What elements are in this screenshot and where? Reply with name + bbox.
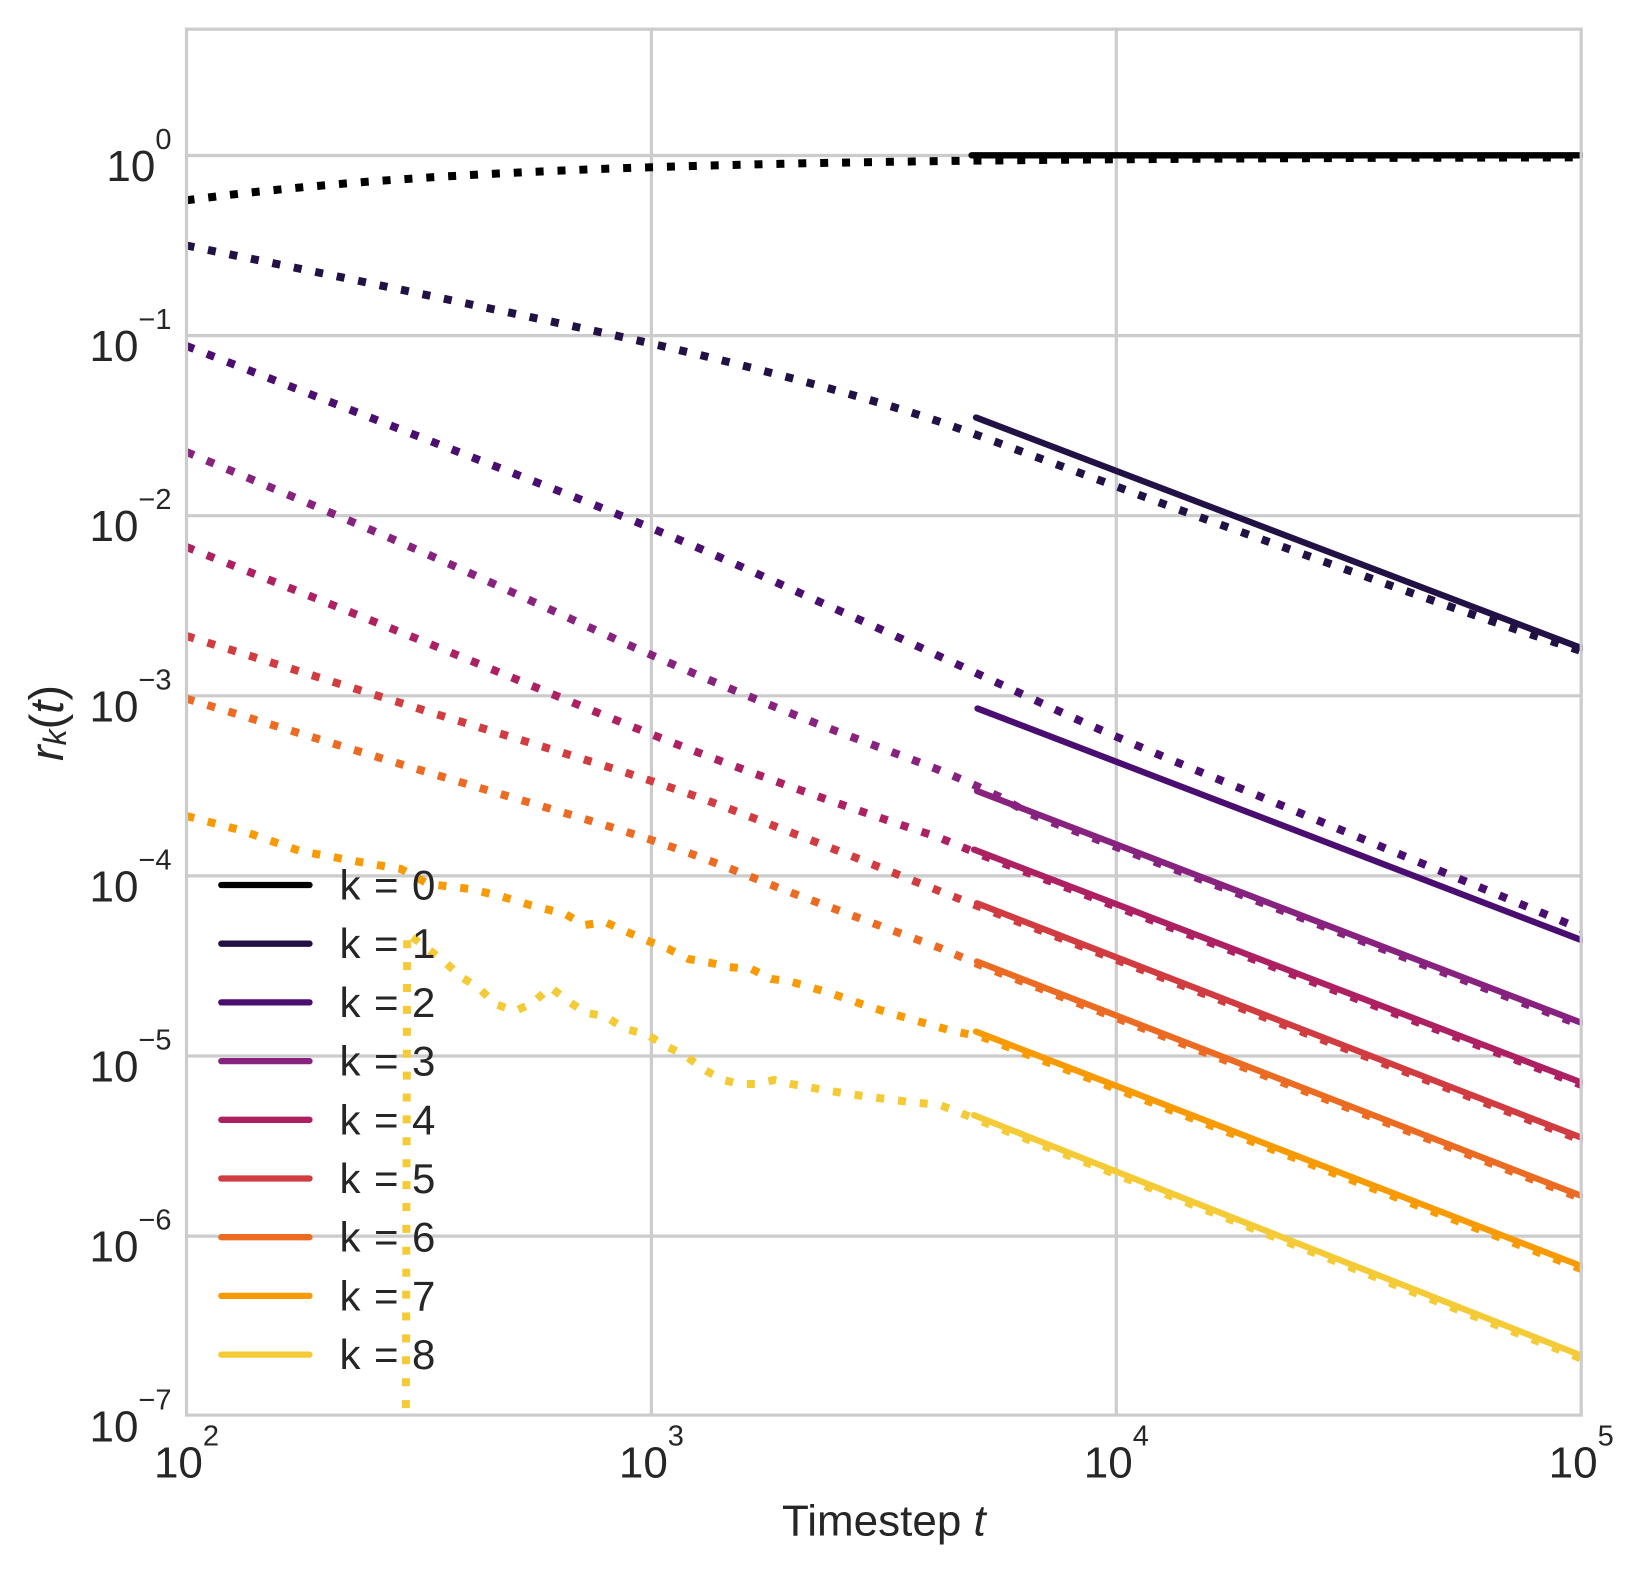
svg-text:k = 5: k = 5 xyxy=(340,1155,437,1202)
svg-text:k = 7: k = 7 xyxy=(340,1272,437,1319)
svg-text:k = 3: k = 3 xyxy=(340,1038,437,1085)
svg-text:Timestep t: Timestep t xyxy=(782,1496,988,1545)
svg-text:k = 2: k = 2 xyxy=(340,979,437,1026)
svg-text:k = 6: k = 6 xyxy=(340,1214,437,1261)
svg-text:rk(t): rk(t) xyxy=(20,685,74,761)
svg-text:k = 0: k = 0 xyxy=(340,862,437,909)
svg-text:k = 1: k = 1 xyxy=(340,920,437,967)
svg-text:k = 8: k = 8 xyxy=(340,1331,437,1378)
svg-text:k = 4: k = 4 xyxy=(340,1096,437,1143)
